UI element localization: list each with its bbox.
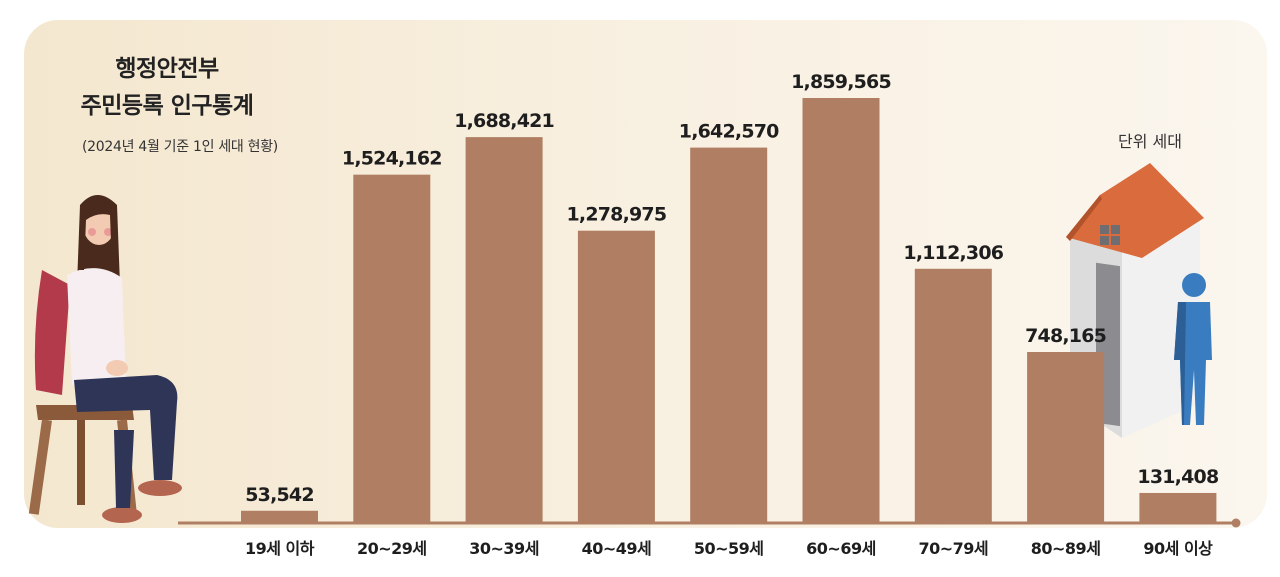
value-label-3: 1,278,975	[567, 204, 667, 226]
value-label-8: 131,408	[1137, 466, 1219, 488]
person-icon	[1174, 273, 1212, 425]
unit-label: 단위 세대	[1118, 132, 1182, 151]
category-label-4: 50~59세	[694, 539, 764, 558]
bar-5	[802, 98, 880, 523]
category-label-3: 40~49세	[582, 539, 652, 558]
category-label-7: 80~89세	[1031, 539, 1101, 558]
bar-8	[1139, 492, 1217, 523]
axis-end-dot	[1231, 518, 1241, 528]
value-label-5: 1,859,565	[791, 71, 891, 93]
chart-subtitle: (2024년 4월 기준 1인 세대 현황)	[82, 139, 278, 155]
category-label-8: 90세 이상	[1143, 539, 1213, 558]
woman-sitting-illustration	[28, 195, 182, 523]
bar-6	[914, 268, 992, 523]
value-label-7: 748,165	[1025, 325, 1106, 347]
category-label-6: 70~79세	[918, 539, 988, 558]
chart-title-line1: 행정안전부	[115, 56, 219, 82]
value-label-4: 1,642,570	[679, 121, 779, 143]
bar-3	[577, 230, 655, 523]
value-label-1: 1,524,162	[342, 148, 442, 170]
bar-0	[241, 510, 318, 523]
category-label-2: 30~39세	[469, 539, 539, 558]
category-label-1: 20~29세	[357, 539, 427, 558]
bar-2	[465, 137, 543, 523]
category-label-0: 19세 이하	[245, 539, 315, 558]
bar-7	[1027, 352, 1105, 523]
value-label-0: 53,542	[245, 484, 314, 506]
value-label-6: 1,112,306	[903, 242, 1003, 264]
bar-4	[690, 147, 768, 523]
category-label-5: 60~69세	[806, 539, 876, 558]
chart-title-line2: 주민등록 인구통계	[80, 93, 254, 119]
bar-1	[353, 174, 431, 524]
value-label-2: 1,688,421	[454, 110, 554, 132]
